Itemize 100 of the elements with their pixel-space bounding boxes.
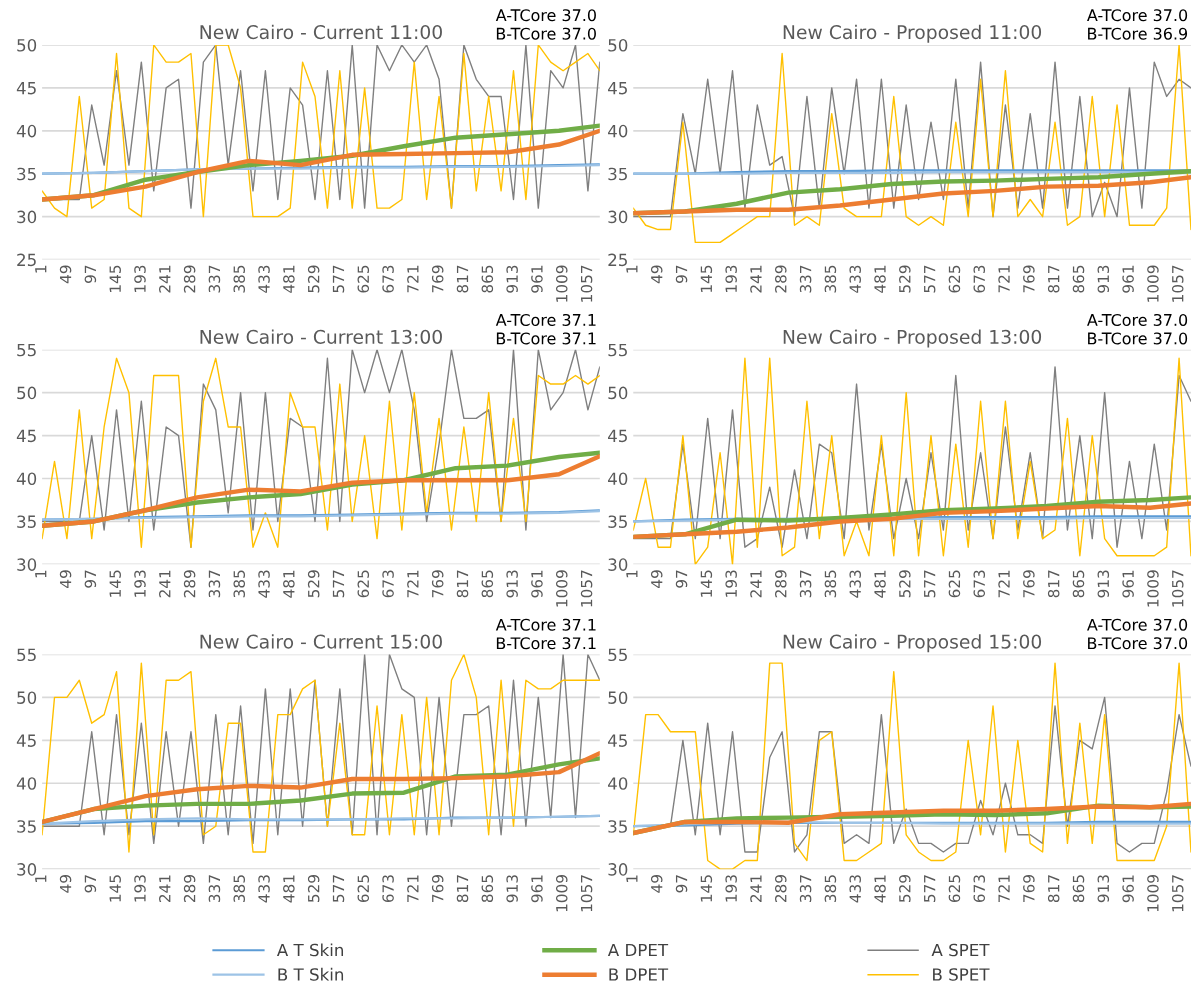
x-tick-label: 433 bbox=[258, 570, 270, 598]
y-tick-label: 30 bbox=[608, 558, 628, 571]
chart-title: New Cairo - Current 11:00 bbox=[200, 24, 442, 40]
x-tick-label: 625 bbox=[948, 570, 961, 598]
y-tick-label: 50 bbox=[17, 691, 37, 704]
x-tick-label: 625 bbox=[357, 265, 370, 293]
x-tick-label: 913 bbox=[506, 265, 518, 293]
x-tick-label: 241 bbox=[159, 265, 171, 293]
x-tick-label: 865 bbox=[1072, 265, 1085, 293]
x-tick-label: 1057 bbox=[1171, 265, 1184, 302]
x-tick-label: 577 bbox=[332, 875, 345, 902]
legend-label: A DPET bbox=[607, 943, 669, 957]
x-tick-label: 241 bbox=[159, 570, 171, 598]
x-tick-label: 673 bbox=[973, 570, 986, 598]
y-tick-label: 35 bbox=[608, 515, 627, 528]
x-tick-label: 481 bbox=[874, 265, 886, 293]
x-tick-label: 97 bbox=[84, 265, 97, 283]
line-series bbox=[633, 61, 1191, 218]
y-tick-label: 35 bbox=[17, 820, 36, 833]
x-tick-label: 961 bbox=[1122, 570, 1134, 598]
line-series bbox=[633, 44, 1191, 244]
x-tick-label: 529 bbox=[307, 265, 320, 293]
chart-title: New Cairo - Current 13:00 bbox=[200, 329, 442, 344]
y-tick-label: 40 bbox=[16, 472, 37, 486]
x-tick-label: 1009 bbox=[555, 875, 568, 912]
y-tick-label: 45 bbox=[16, 734, 36, 747]
x-tick-label: 97 bbox=[675, 265, 688, 283]
text: A-TCore 37.0 bbox=[1087, 313, 1188, 326]
y-tick-label: 55 bbox=[608, 343, 627, 357]
x-tick-label: 241 bbox=[750, 875, 762, 903]
x-tick-label: 97 bbox=[84, 570, 97, 588]
x-tick-label: 145 bbox=[109, 265, 121, 292]
x-tick-label: 817 bbox=[1047, 265, 1060, 293]
y-tick-label: 55 bbox=[608, 648, 627, 662]
x-tick-label: 1009 bbox=[1147, 265, 1159, 302]
x-tick-label: 625 bbox=[948, 265, 961, 293]
x-tick-label: 673 bbox=[382, 570, 394, 598]
x-tick-label: 241 bbox=[750, 570, 762, 598]
line-series bbox=[42, 814, 600, 825]
x-tick-label: 481 bbox=[283, 570, 295, 598]
y-tick-label: 45 bbox=[16, 429, 36, 443]
text: A-TCore 37.0 bbox=[1087, 9, 1188, 22]
x-tick-label: 769 bbox=[1023, 265, 1035, 293]
text: A-TCore 37.1 bbox=[495, 313, 596, 326]
x-tick-label: 433 bbox=[258, 265, 270, 293]
x-tick-label: 625 bbox=[948, 875, 961, 903]
y-tick-label: 50 bbox=[608, 691, 628, 704]
y-tick-label: 30 bbox=[17, 558, 37, 571]
legend-label: B T Skin bbox=[278, 967, 344, 981]
x-tick-label: 721 bbox=[998, 875, 1010, 902]
text: B-TCore 36.9 bbox=[1088, 27, 1188, 40]
x-tick-label: 769 bbox=[431, 570, 444, 598]
x-tick-label: 961 bbox=[531, 570, 543, 598]
x-tick-label: 1057 bbox=[1171, 875, 1184, 912]
y-tick-label: 40 bbox=[608, 124, 628, 138]
x-tick-label: 385 bbox=[233, 570, 246, 598]
chart-title: New Cairo - Current 15:00 bbox=[200, 634, 442, 649]
x-tick-label: 529 bbox=[899, 875, 911, 902]
legend-label: A SPET bbox=[931, 943, 990, 957]
x-tick-label: 625 bbox=[357, 875, 370, 903]
x-tick-label: 289 bbox=[183, 875, 196, 903]
x-tick-label: 817 bbox=[456, 265, 469, 293]
x-tick-label: 97 bbox=[84, 875, 97, 893]
x-tick-label: 49 bbox=[59, 875, 72, 893]
x-tick-label: 1 bbox=[35, 875, 47, 883]
y-tick-label: 30 bbox=[17, 863, 37, 876]
x-tick-label: 817 bbox=[456, 875, 469, 903]
y-tick-label: 45 bbox=[608, 429, 627, 443]
y-tick-label: 35 bbox=[17, 167, 36, 181]
x-tick-label: 145 bbox=[700, 570, 713, 597]
x-tick-label: 1009 bbox=[1147, 570, 1159, 607]
line-series bbox=[633, 662, 1191, 870]
x-tick-label: 769 bbox=[431, 265, 444, 293]
x-tick-label: 865 bbox=[481, 875, 494, 903]
x-tick-label: 241 bbox=[750, 265, 762, 293]
x-tick-label: 193 bbox=[725, 265, 737, 292]
y-tick-label: 35 bbox=[17, 515, 36, 528]
text: B-TCore 37.1 bbox=[496, 637, 596, 650]
y-tick-label: 50 bbox=[608, 386, 628, 400]
x-tick-label: 481 bbox=[874, 570, 886, 598]
x-tick-label: 145 bbox=[109, 875, 121, 902]
x-tick-label: 577 bbox=[924, 875, 936, 902]
y-tick-label: 40 bbox=[16, 777, 37, 790]
x-tick-label: 1009 bbox=[1147, 875, 1159, 912]
x-tick-label: 529 bbox=[307, 570, 320, 598]
legend-label: A T Skin bbox=[276, 943, 344, 957]
x-tick-label: 337 bbox=[799, 570, 812, 598]
y-tick-label: 25 bbox=[17, 253, 36, 267]
x-tick-label: 193 bbox=[134, 570, 146, 597]
x-tick-label: 97 bbox=[675, 570, 688, 588]
x-tick-label: 577 bbox=[924, 570, 936, 598]
text: B-TCore 37.0 bbox=[1088, 332, 1188, 345]
x-tick-label: 49 bbox=[59, 570, 72, 588]
x-tick-label: 49 bbox=[650, 875, 663, 893]
x-tick-label: 289 bbox=[775, 265, 787, 293]
y-tick-label: 40 bbox=[608, 472, 628, 486]
x-tick-label: 49 bbox=[650, 570, 663, 588]
x-tick-label: 337 bbox=[799, 875, 812, 902]
x-tick-label: 1057 bbox=[580, 875, 593, 912]
x-tick-label: 913 bbox=[506, 875, 518, 903]
